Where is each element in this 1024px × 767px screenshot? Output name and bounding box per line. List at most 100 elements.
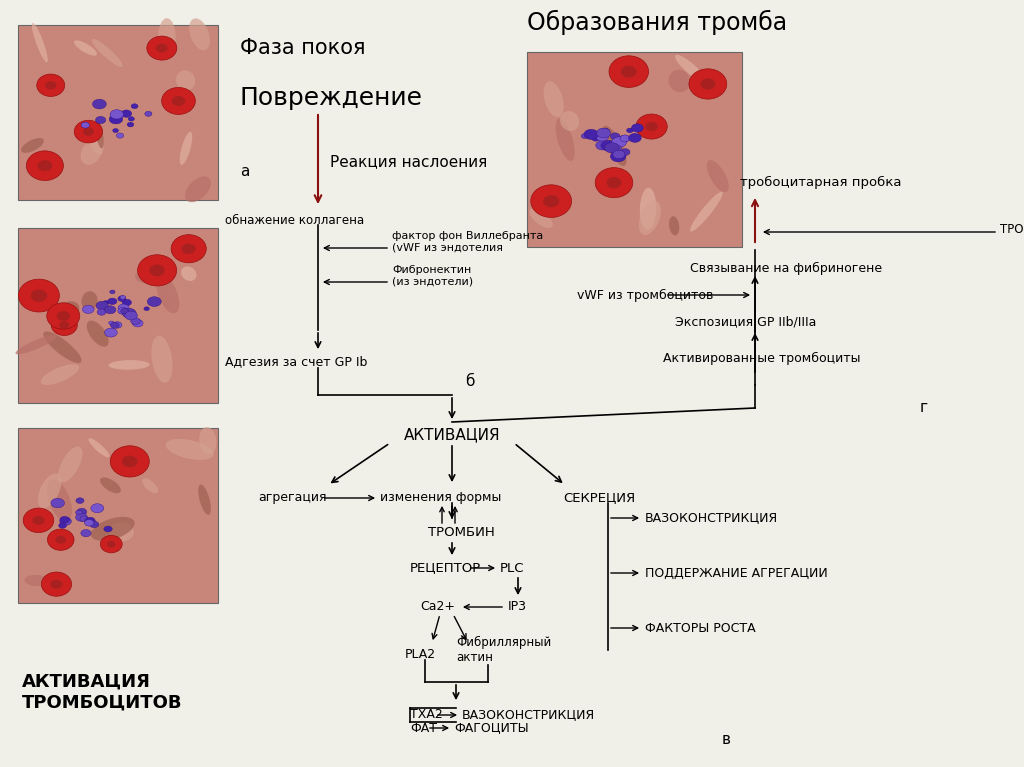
Ellipse shape <box>181 243 196 254</box>
Text: Адгезия за счет GP Ib: Адгезия за счет GP Ib <box>225 355 368 368</box>
Ellipse shape <box>596 140 609 150</box>
Ellipse shape <box>118 296 126 301</box>
Ellipse shape <box>113 321 122 328</box>
Ellipse shape <box>669 216 679 235</box>
Text: в: в <box>722 732 731 748</box>
Ellipse shape <box>199 485 211 515</box>
Ellipse shape <box>47 529 74 550</box>
Ellipse shape <box>92 99 106 109</box>
Ellipse shape <box>56 311 70 321</box>
Ellipse shape <box>88 438 110 457</box>
Text: РЕЦЕПТОР: РЕЦЕПТОР <box>410 561 481 574</box>
Ellipse shape <box>612 150 625 159</box>
Ellipse shape <box>95 120 103 148</box>
Ellipse shape <box>144 111 152 117</box>
Ellipse shape <box>125 311 137 320</box>
Ellipse shape <box>24 508 54 532</box>
Ellipse shape <box>104 328 118 337</box>
Ellipse shape <box>51 499 65 508</box>
Ellipse shape <box>38 160 52 171</box>
Ellipse shape <box>41 572 72 596</box>
Ellipse shape <box>596 132 608 141</box>
Ellipse shape <box>142 479 159 493</box>
Text: Экспозиция GP IIb/IIIa: Экспозиция GP IIb/IIIa <box>675 315 816 328</box>
Text: ФАГОЦИТЫ: ФАГОЦИТЫ <box>454 722 528 735</box>
Ellipse shape <box>529 209 553 228</box>
Text: СЕКРЕЦИЯ: СЕКРЕЦИЯ <box>563 492 635 505</box>
Ellipse shape <box>83 127 94 136</box>
Ellipse shape <box>636 114 668 139</box>
Ellipse shape <box>604 143 620 153</box>
Text: Фаза покоя: Фаза покоя <box>240 38 366 58</box>
Ellipse shape <box>147 297 161 307</box>
Text: фактор фон Виллебранта
(vWF из эндотелия: фактор фон Виллебранта (vWF из эндотелия <box>392 231 544 253</box>
Ellipse shape <box>74 41 97 56</box>
Ellipse shape <box>111 110 124 119</box>
Text: Фибронектин
(из эндотели): Фибронектин (из эндотели) <box>392 265 473 287</box>
Ellipse shape <box>122 308 136 318</box>
Ellipse shape <box>122 456 137 467</box>
Text: обнажение коллагена: обнажение коллагена <box>225 213 365 226</box>
Ellipse shape <box>97 309 106 315</box>
Ellipse shape <box>606 177 622 188</box>
Ellipse shape <box>100 477 121 493</box>
Ellipse shape <box>156 44 168 53</box>
Ellipse shape <box>45 81 56 90</box>
Text: PLA2: PLA2 <box>406 649 436 661</box>
Ellipse shape <box>584 130 598 140</box>
Ellipse shape <box>176 71 196 91</box>
Ellipse shape <box>87 125 103 155</box>
Ellipse shape <box>700 78 716 90</box>
Ellipse shape <box>22 138 44 153</box>
Ellipse shape <box>137 255 177 286</box>
Ellipse shape <box>81 122 90 128</box>
Ellipse shape <box>85 517 95 525</box>
Ellipse shape <box>629 133 641 143</box>
Ellipse shape <box>620 135 630 143</box>
Ellipse shape <box>707 160 729 193</box>
Ellipse shape <box>80 516 88 522</box>
Ellipse shape <box>76 498 84 503</box>
Ellipse shape <box>632 123 643 132</box>
Ellipse shape <box>200 427 216 455</box>
Ellipse shape <box>147 262 164 281</box>
Ellipse shape <box>51 314 77 335</box>
Ellipse shape <box>41 364 79 385</box>
Ellipse shape <box>109 522 134 542</box>
Ellipse shape <box>640 188 656 230</box>
Ellipse shape <box>89 521 99 528</box>
Ellipse shape <box>76 510 82 515</box>
Ellipse shape <box>118 308 128 314</box>
Ellipse shape <box>91 517 134 541</box>
Text: PLC: PLC <box>500 561 524 574</box>
Ellipse shape <box>118 304 129 312</box>
Ellipse shape <box>84 519 94 526</box>
Ellipse shape <box>157 275 179 313</box>
Ellipse shape <box>544 81 563 117</box>
Ellipse shape <box>602 126 627 166</box>
Ellipse shape <box>171 235 206 263</box>
Ellipse shape <box>87 321 109 347</box>
Ellipse shape <box>104 306 116 314</box>
Text: тробоцитарная пробка: тробоцитарная пробка <box>740 176 901 189</box>
Text: ТРОМБОСПОНДИН: ТРОМБОСПОНДИН <box>1000 222 1024 235</box>
Ellipse shape <box>95 117 105 123</box>
Ellipse shape <box>689 69 727 99</box>
Ellipse shape <box>179 132 193 165</box>
Ellipse shape <box>18 279 59 312</box>
Text: АКТИВАЦИЯ
ТРОМБОЦИТОВ: АКТИВАЦИЯ ТРОМБОЦИТОВ <box>22 673 182 712</box>
Ellipse shape <box>530 185 571 218</box>
Ellipse shape <box>47 479 72 521</box>
Ellipse shape <box>111 446 150 477</box>
Ellipse shape <box>117 133 124 138</box>
Ellipse shape <box>627 128 633 133</box>
Ellipse shape <box>146 36 177 60</box>
Ellipse shape <box>609 56 648 87</box>
Ellipse shape <box>172 96 185 106</box>
Ellipse shape <box>543 195 559 207</box>
Text: Связывание на фибриногене: Связывание на фибриногене <box>690 262 882 275</box>
Ellipse shape <box>600 128 609 135</box>
Ellipse shape <box>91 504 103 513</box>
Ellipse shape <box>120 295 126 299</box>
Ellipse shape <box>92 39 123 67</box>
